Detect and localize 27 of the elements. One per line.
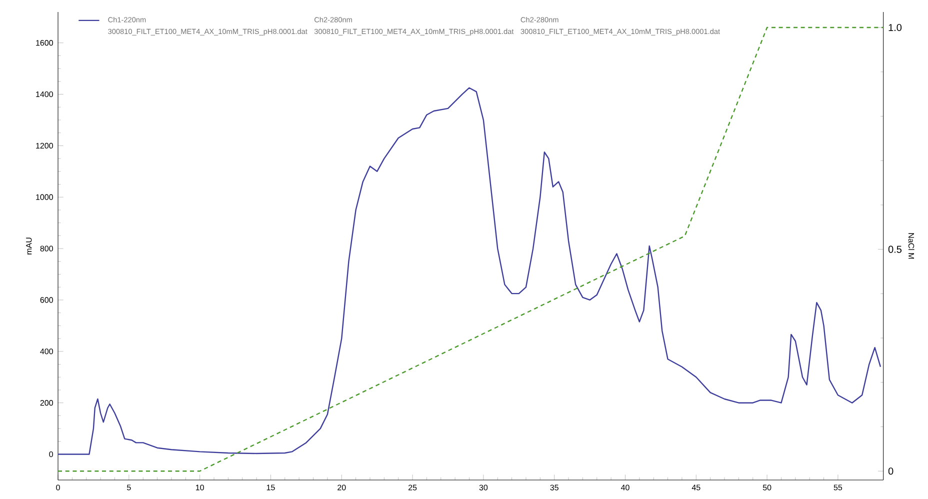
y-axis-title: mAU (26, 238, 32, 254)
x-tick-label: 30 (479, 484, 488, 490)
x-tick-label: 0 (56, 484, 60, 490)
y-tick-label: 1600 (36, 40, 53, 46)
y-tick-label: 400 (40, 348, 53, 354)
x-tick-label: 45 (692, 484, 700, 490)
x-tick-label: 20 (338, 484, 346, 490)
y2-tick-label: 0.5 (888, 246, 902, 253)
line-series (57, 87, 882, 455)
x-tick-label: 50 (762, 484, 772, 490)
x-tick-label: 35 (550, 484, 558, 490)
y-tick-label: 800 (40, 246, 53, 252)
y-tick-label: 600 (40, 297, 53, 303)
y-tick-label: 1000 (36, 194, 53, 200)
y-tick-label: 0 (49, 451, 53, 458)
x-tick-label: 25 (408, 484, 417, 490)
y2-tick-label: 1.0 (888, 24, 902, 32)
x-tick-label: 40 (620, 484, 630, 490)
y-tick-label: 1200 (36, 142, 53, 149)
x-tick-label: 10 (196, 484, 204, 490)
y2-axis-title: NaCl M (908, 233, 914, 259)
y-tick-label: 200 (40, 400, 53, 406)
x-tick-label: 55 (834, 484, 842, 490)
x-tick-label: 15 (266, 484, 275, 490)
y2-tick-label: 0 (888, 468, 894, 475)
y-tick-label: 1400 (36, 91, 53, 98)
x-tick-label: 5 (127, 484, 131, 490)
